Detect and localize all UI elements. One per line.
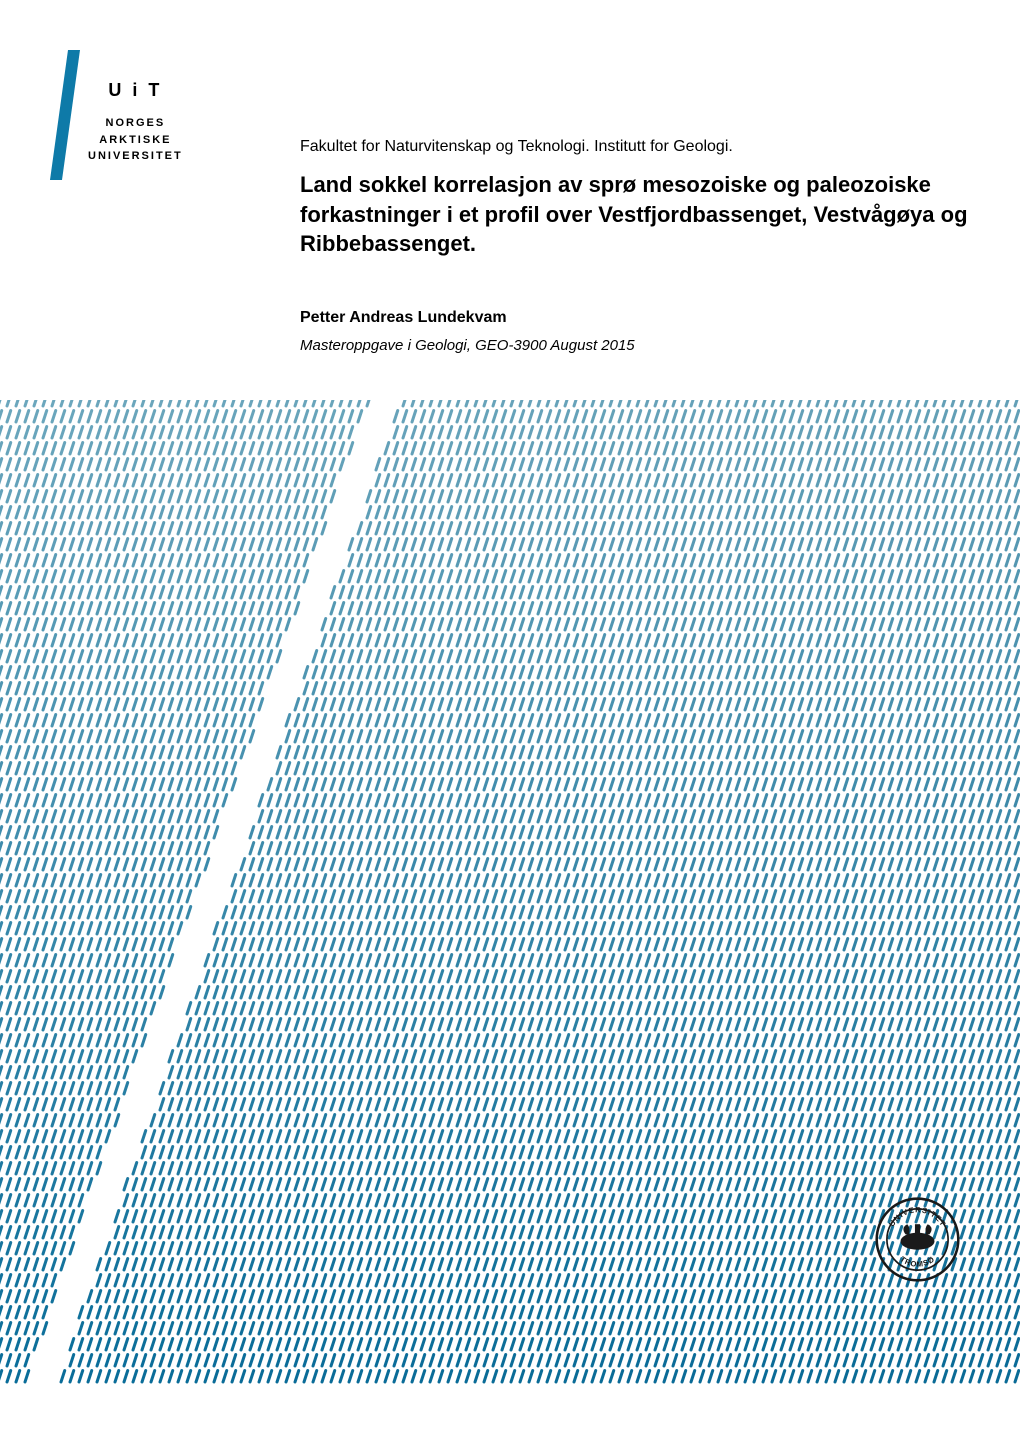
pattern-svg: [0, 400, 1020, 1442]
decorative-pattern: [0, 400, 1020, 1442]
title-block: Fakultet for Naturvitenskap og Teknologi…: [250, 50, 970, 354]
logo-slash-icon: [50, 50, 80, 180]
header-region: U i T NORGES ARKTISKE UNIVERSITET Fakult…: [50, 50, 970, 354]
thesis-title: Land sokkel korrelasjon av sprø mesozois…: [300, 170, 970, 259]
uit-logo: U i T NORGES ARKTISKE UNIVERSITET: [50, 50, 250, 180]
thesis-subtitle: Masteroppgave i Geologi, GEO-3900 August…: [300, 337, 970, 354]
logo-line3: UNIVERSITET: [88, 148, 183, 165]
author-name: Petter Andreas Lundekvam: [300, 309, 970, 327]
logo-uit-text: U i T: [108, 80, 162, 101]
logo-line1: NORGES: [106, 115, 166, 132]
faculty-text: Fakultet for Naturvitenskap og Teknologi…: [300, 138, 970, 156]
logo-line2: ARKTISKE: [99, 132, 171, 149]
university-seal-icon: UNIVERSITET TROMSØ: [875, 1197, 960, 1282]
logo-text: U i T NORGES ARKTISKE UNIVERSITET: [88, 50, 183, 165]
